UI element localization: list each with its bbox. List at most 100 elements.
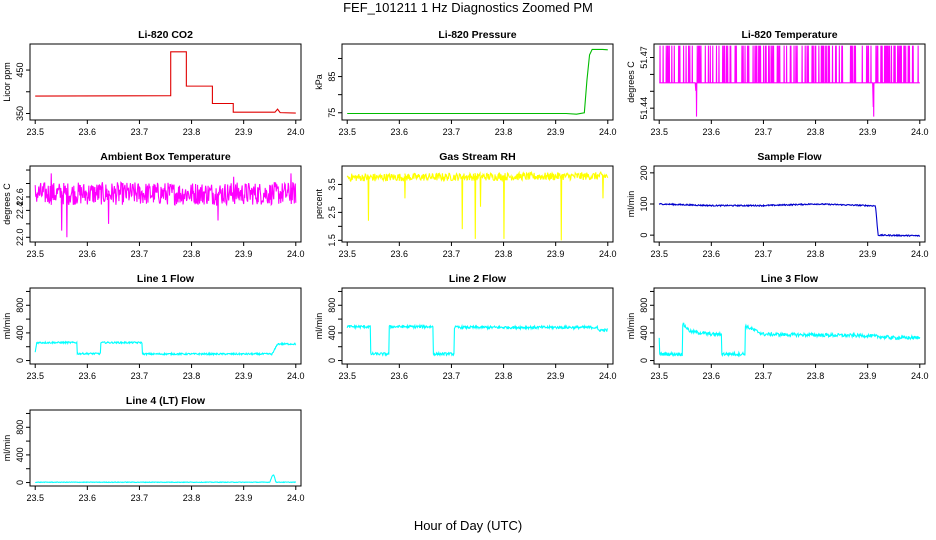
panel-title: Li-820 Pressure	[438, 29, 516, 41]
x-tick-label: 23.8	[495, 127, 513, 137]
panel-9: Line 3 Flow 23.5 23.6 23.7 23.8 23.9 24.0 0 400 8…	[626, 273, 929, 381]
y-tick-label: 22.4	[15, 202, 25, 220]
panel-1: Li-820 CO2 23.5 23.6 23.7 23.8 23.9 24.0 350 450…	[2, 29, 305, 137]
y-tick-label: 350	[15, 106, 25, 121]
x-tick-label: 23.8	[807, 249, 825, 259]
y-axis-label: kPa	[314, 74, 324, 90]
y-tick-label: 400	[639, 325, 649, 340]
x-tick-label: 23.5	[338, 127, 356, 137]
x-tick-label: 23.5	[650, 249, 668, 259]
panel-title: Li-820 Temperature	[741, 29, 837, 41]
plot-frame	[653, 165, 926, 243]
x-tick-label: 23.7	[755, 127, 773, 137]
x-tick-label: 23.9	[859, 371, 877, 381]
x-tick-label: 23.6	[703, 127, 721, 137]
series-line	[346, 323, 609, 357]
x-tick-label: 23.8	[183, 249, 201, 259]
panel-3: Li-820 Temperature 23.5 23.6 23.7 23.8 23.9 24…	[626, 29, 929, 137]
y-tick-label: 100	[639, 196, 649, 211]
plot-frame	[29, 165, 302, 243]
x-tick-label: 24.0	[911, 371, 929, 381]
x-tick-label: 23.6	[703, 371, 721, 381]
x-tick-label: 24.0	[287, 493, 305, 503]
x-tick-label: 23.8	[183, 493, 201, 503]
x-tick-label: 23.8	[807, 127, 825, 137]
x-tick-label: 23.5	[26, 371, 44, 381]
x-tick-label: 23.7	[131, 249, 149, 259]
series-line	[34, 173, 297, 238]
panel-title: Line 3 Flow	[761, 273, 819, 285]
y-axis-label: ml/min	[626, 313, 636, 340]
x-tick-label: 24.0	[599, 371, 617, 381]
x-tick-label: 23.9	[859, 127, 877, 137]
x-tick-label: 23.9	[547, 371, 565, 381]
y-axis-label: degrees C	[626, 61, 636, 103]
x-tick-label: 23.5	[26, 493, 44, 503]
y-tick-label: 22.6	[15, 188, 25, 206]
plot-frame	[341, 165, 614, 243]
plot-frame	[341, 287, 614, 365]
x-tick-label: 23.6	[391, 371, 409, 381]
x-tick-label: 23.5	[650, 127, 668, 137]
y-tick-label: 51.44	[639, 97, 649, 120]
x-tick-label: 23.6	[79, 371, 97, 381]
y-axis-label: ml/min	[314, 313, 324, 340]
x-tick-label: 24.0	[911, 249, 929, 259]
series-line	[347, 48, 608, 115]
x-axis-caption: Hour of Day (UTC)	[413, 518, 523, 533]
y-tick-label: 0	[15, 480, 25, 485]
panel-10: Line 4 (LT) Flow 23.5 23.6 23.7 23.8 23.9 24.0…	[2, 395, 305, 503]
y-tick-label: 800	[15, 420, 25, 435]
y-tick-label: 400	[327, 325, 337, 340]
x-tick-label: 23.5	[650, 371, 668, 381]
y-tick-label: 22.0	[15, 229, 25, 247]
panel-4: Ambient Box Temperature 23.5 23.6 23.7 23.8 2…	[2, 151, 305, 259]
y-tick-label: 400	[15, 447, 25, 462]
plot-frame	[341, 43, 614, 121]
x-tick-label: 23.9	[235, 371, 253, 381]
series-line	[658, 322, 921, 358]
y-tick-label: 800	[639, 298, 649, 313]
x-tick-label: 23.9	[547, 127, 565, 137]
x-tick-label: 23.6	[79, 493, 97, 503]
y-tick-label: 800	[15, 298, 25, 313]
panel-title: Line 1 Flow	[137, 273, 195, 285]
panel-6: Sample Flow 23.5 23.6 23.7 23.8 23.9 24.0 0 100 2…	[626, 151, 929, 259]
x-tick-label: 23.7	[443, 249, 461, 259]
series-line	[346, 170, 609, 241]
panel-title: Ambient Box Temperature	[100, 151, 231, 163]
x-tick-label: 24.0	[287, 371, 305, 381]
x-tick-label: 24.0	[287, 127, 305, 137]
panel-title: Li-820 CO2	[138, 29, 193, 41]
panel-title: Line 4 (LT) Flow	[126, 395, 206, 407]
series-line	[34, 340, 297, 357]
series-line	[658, 202, 921, 238]
x-tick-label: 23.9	[859, 249, 877, 259]
x-tick-label: 23.8	[495, 249, 513, 259]
y-tick-label: 0	[327, 358, 337, 363]
panel-5: Gas Stream RH 23.5 23.6 23.7 23.8 23.9 24.0 1.5…	[314, 151, 617, 259]
x-tick-label: 23.7	[443, 127, 461, 137]
series-line	[35, 51, 296, 114]
x-tick-label: 23.6	[79, 127, 97, 137]
y-tick-label: 200	[639, 165, 649, 180]
y-tick-label: 3.5	[327, 178, 337, 191]
plot-frame	[29, 43, 302, 121]
x-tick-label: 23.8	[183, 127, 201, 137]
y-tick-label: 75	[327, 108, 337, 118]
x-tick-label: 24.0	[911, 127, 929, 137]
y-tick-label: 450	[15, 63, 25, 78]
panel-8: Line 2 Flow 23.5 23.6 23.7 23.8 23.9 24.0 0 400 8…	[314, 273, 617, 381]
y-axis-label: percent	[314, 188, 324, 219]
x-tick-label: 23.7	[131, 127, 149, 137]
y-tick-label: 85	[327, 72, 337, 82]
x-tick-label: 23.9	[547, 249, 565, 259]
y-tick-label: 800	[327, 298, 337, 313]
y-tick-label: 1.5	[327, 234, 337, 247]
y-tick-label: 400	[15, 325, 25, 340]
y-axis-label: ml/min	[626, 191, 636, 218]
panel-title: Gas Stream RH	[439, 151, 515, 163]
x-tick-label: 23.7	[131, 493, 149, 503]
x-tick-label: 23.9	[235, 493, 253, 503]
